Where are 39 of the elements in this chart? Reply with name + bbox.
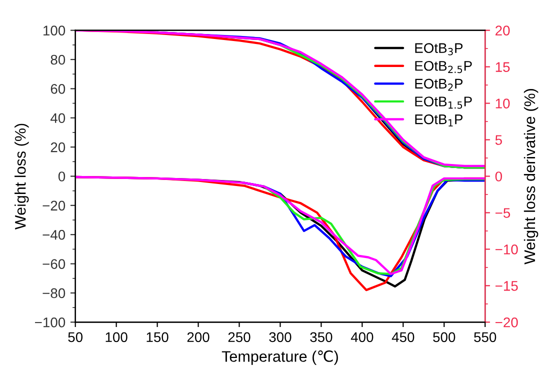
y2-tick-label: 10 xyxy=(496,98,510,108)
legend-label: EOtB$_{2}$P xyxy=(415,78,463,91)
y-tick-label: 100 xyxy=(44,26,66,36)
x-axis-title: Temperature (℃) xyxy=(222,350,338,365)
y2-tick-label: 15 xyxy=(496,62,510,72)
legend-label: EOtB$_{1}$P xyxy=(415,114,463,126)
y-tick-label: −60 xyxy=(42,259,66,269)
y-tick-label: 20 xyxy=(50,142,66,152)
x-tick-label: 100 xyxy=(106,332,128,342)
y2-tick-label: −5 xyxy=(496,208,510,218)
y2-axis-title: Weight loss derivative (%) xyxy=(524,89,538,264)
x-tick-label: 450 xyxy=(392,332,414,342)
y2-tick-label: 0 xyxy=(495,172,502,182)
y-tick-label: 40 xyxy=(50,113,66,124)
legend-label: EOtB$_{3}$P xyxy=(415,43,463,56)
x-tick-label: 150 xyxy=(146,332,168,342)
y-tick-label: −20 xyxy=(42,200,66,211)
x-tick-label: 400 xyxy=(350,332,374,342)
y2-tick-label: −15 xyxy=(496,281,518,291)
y2-tick-label: 20 xyxy=(496,26,510,36)
y-tick-label: 0 xyxy=(58,172,66,182)
x-tick-label: 550 xyxy=(474,332,496,342)
y2-tick-label: −20 xyxy=(496,317,518,328)
x-tick-label: 500 xyxy=(433,332,456,342)
y-tick-label: −80 xyxy=(42,288,66,298)
y2-tick-label: 5 xyxy=(495,135,502,145)
x-tick-label: 250 xyxy=(228,332,250,342)
y-axis-title: Weight loss (%) xyxy=(14,124,29,230)
x-tick-label: 350 xyxy=(310,332,332,342)
x-tick-label: 50 xyxy=(68,332,83,342)
x-tick-label: 200 xyxy=(187,332,210,342)
y-tick-label: −100 xyxy=(35,317,66,328)
legend-label: EOtB$_{1.5}$P xyxy=(415,96,472,109)
x-tick-label: 300 xyxy=(269,332,292,342)
y-tick-label: 80 xyxy=(50,54,66,65)
legend-label: EOtB$_{2.5}$P xyxy=(415,60,472,74)
y2-tick-label: −10 xyxy=(496,244,518,254)
y-tick-label: 60 xyxy=(50,84,66,94)
y-tick-label: −40 xyxy=(42,230,66,240)
